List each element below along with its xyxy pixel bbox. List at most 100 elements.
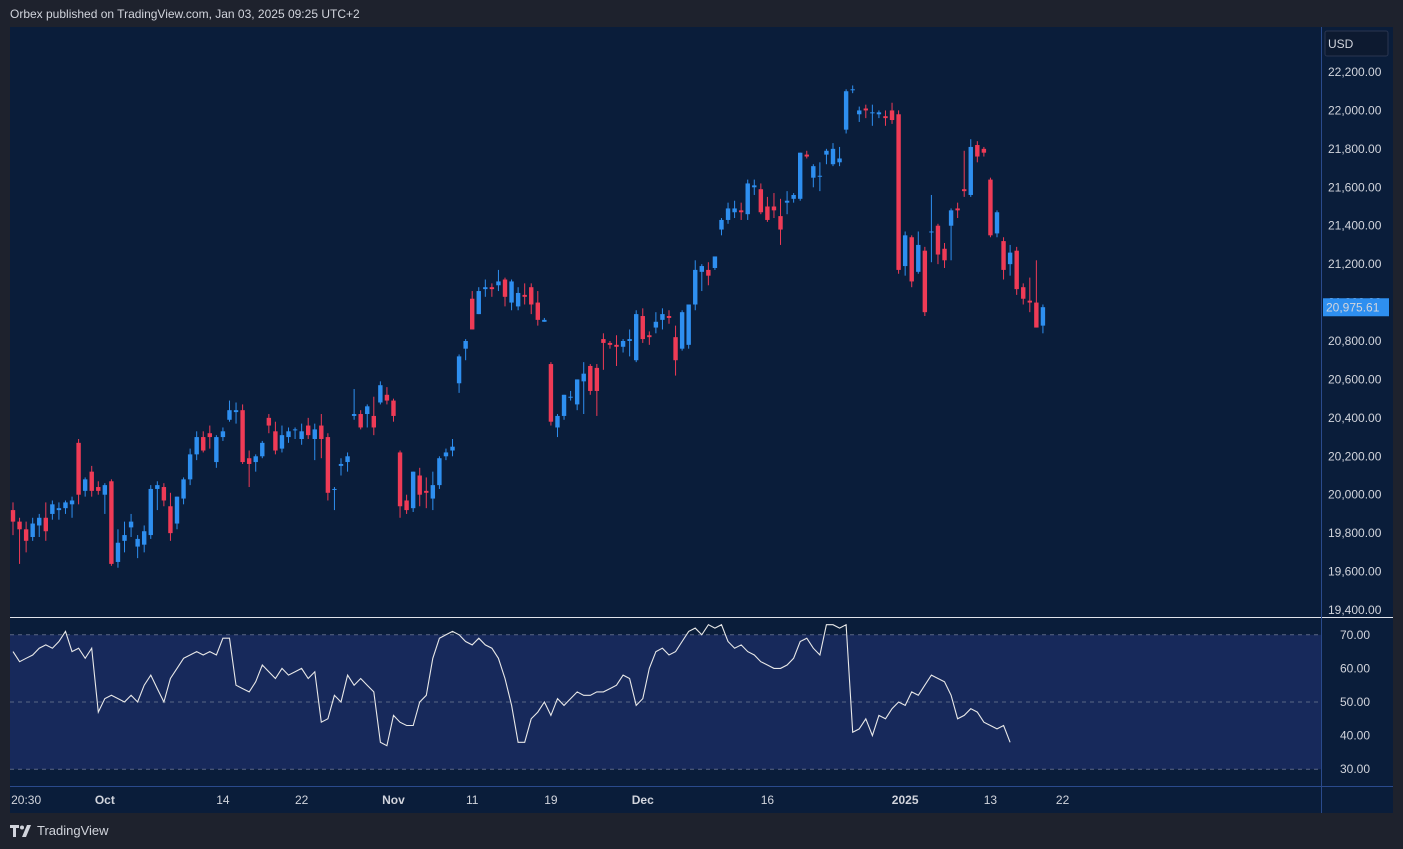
candle-body — [535, 302, 540, 320]
candle-body — [266, 417, 272, 426]
candle-body — [115, 542, 121, 562]
candle-body — [253, 456, 258, 463]
candle-body — [889, 110, 895, 121]
candle-body — [988, 179, 993, 236]
candle-body — [96, 487, 101, 491]
candle-body — [765, 206, 770, 220]
candle-body — [653, 321, 659, 328]
candle-body — [561, 394, 567, 416]
candle-body — [397, 452, 403, 507]
candle-body — [69, 500, 75, 505]
candle-body — [732, 208, 737, 213]
price-tick-label: 21,800.00 — [1328, 142, 1382, 156]
candle-body — [568, 396, 573, 398]
candle-body — [647, 335, 652, 338]
candle-body — [857, 110, 862, 115]
candle-body — [1007, 252, 1013, 265]
candle-body — [89, 471, 94, 491]
candle-body — [529, 287, 534, 305]
candle-body — [168, 506, 173, 534]
candle-body — [909, 237, 914, 282]
candle-body — [286, 431, 291, 438]
candle-body — [502, 279, 508, 297]
candle-body — [240, 410, 245, 463]
candle-body — [56, 508, 62, 511]
rsi-tick-label: 60.00 — [1340, 661, 1370, 675]
candle-body — [843, 91, 849, 130]
candle-body — [863, 108, 868, 111]
candle-body — [935, 225, 941, 255]
candle-body — [23, 529, 29, 541]
candle-body — [588, 365, 593, 391]
time-tick-label: 22 — [1056, 793, 1070, 807]
candle-body — [194, 437, 199, 455]
price-tick-label: 20,200.00 — [1328, 449, 1382, 463]
candle-body — [384, 394, 390, 401]
candle-body — [443, 452, 449, 457]
candle-body — [345, 456, 350, 463]
candle-body — [1034, 302, 1039, 328]
last-price-label: 20,975.61 — [1326, 300, 1380, 314]
candle-body — [542, 319, 547, 322]
candle-body — [463, 341, 468, 349]
candle-body — [325, 437, 331, 493]
time-tick-label: 20:30 — [11, 793, 41, 807]
price-tick-label: 20,600.00 — [1328, 372, 1382, 386]
candle-body — [830, 148, 836, 165]
time-tick-label: Dec — [632, 793, 654, 807]
time-tick-label: 2025 — [892, 793, 919, 807]
candle-body — [17, 521, 22, 530]
candles-group — [10, 85, 1046, 568]
price-tick-label: 20,400.00 — [1328, 411, 1382, 425]
candle-body — [745, 183, 750, 215]
candle-body — [673, 337, 678, 361]
candle-body — [187, 454, 193, 480]
candle-body — [358, 414, 363, 428]
tradingview-logo-icon — [10, 824, 31, 837]
candle-body — [1027, 300, 1032, 303]
candle-body — [201, 437, 206, 451]
candle-body — [437, 458, 442, 486]
candle-body — [824, 150, 829, 155]
chart-svg[interactable]: 22,200.00 22,000.00 21,800.00 21,600.00 21,4… — [10, 27, 1393, 813]
candle-body — [299, 431, 304, 439]
footer-brand-label: TradingView — [37, 823, 109, 838]
candle-body — [63, 502, 68, 509]
time-tick-label: 22 — [295, 793, 309, 807]
candle-body — [483, 287, 488, 290]
candle-body — [417, 475, 422, 495]
chart-area[interactable]: 22,200.00 22,000.00 21,800.00 21,600.00 21,4… — [10, 27, 1393, 813]
candle-body — [450, 446, 455, 451]
footer-brand[interactable]: TradingView — [10, 823, 109, 838]
candle-body — [955, 208, 960, 211]
price-tick-label: 19,600.00 — [1328, 565, 1382, 579]
candle-body — [634, 314, 639, 361]
time-tick-label: 19 — [544, 793, 558, 807]
candle-body — [778, 216, 783, 230]
candle-body — [752, 185, 757, 188]
price-tick-label: 20,000.00 — [1328, 488, 1382, 502]
candle-body — [109, 481, 114, 564]
candle-body — [771, 206, 777, 211]
candle-body — [548, 364, 554, 422]
candle-body — [896, 114, 901, 270]
candle-body — [391, 400, 396, 416]
candle-body — [332, 488, 337, 490]
price-tick-label: 22,000.00 — [1328, 103, 1382, 117]
candle-body — [306, 425, 311, 436]
rsi-tick-label: 30.00 — [1340, 762, 1370, 776]
candle-body — [693, 269, 698, 305]
axes-group: 22,200.00 22,000.00 21,800.00 21,600.00 21,4… — [10, 27, 1393, 813]
currency-button[interactable] — [1324, 30, 1389, 57]
candle-body — [640, 316, 645, 340]
candle-body — [181, 479, 186, 499]
candle-body — [260, 442, 265, 457]
candle-body — [233, 410, 239, 413]
candle-body — [686, 304, 691, 345]
rsi-tick-label: 70.00 — [1340, 628, 1370, 642]
candle-body — [804, 154, 809, 157]
candle-body — [246, 458, 252, 464]
candle-body — [365, 406, 370, 415]
rsi-line — [12, 623, 1011, 747]
candle-body — [811, 166, 816, 178]
